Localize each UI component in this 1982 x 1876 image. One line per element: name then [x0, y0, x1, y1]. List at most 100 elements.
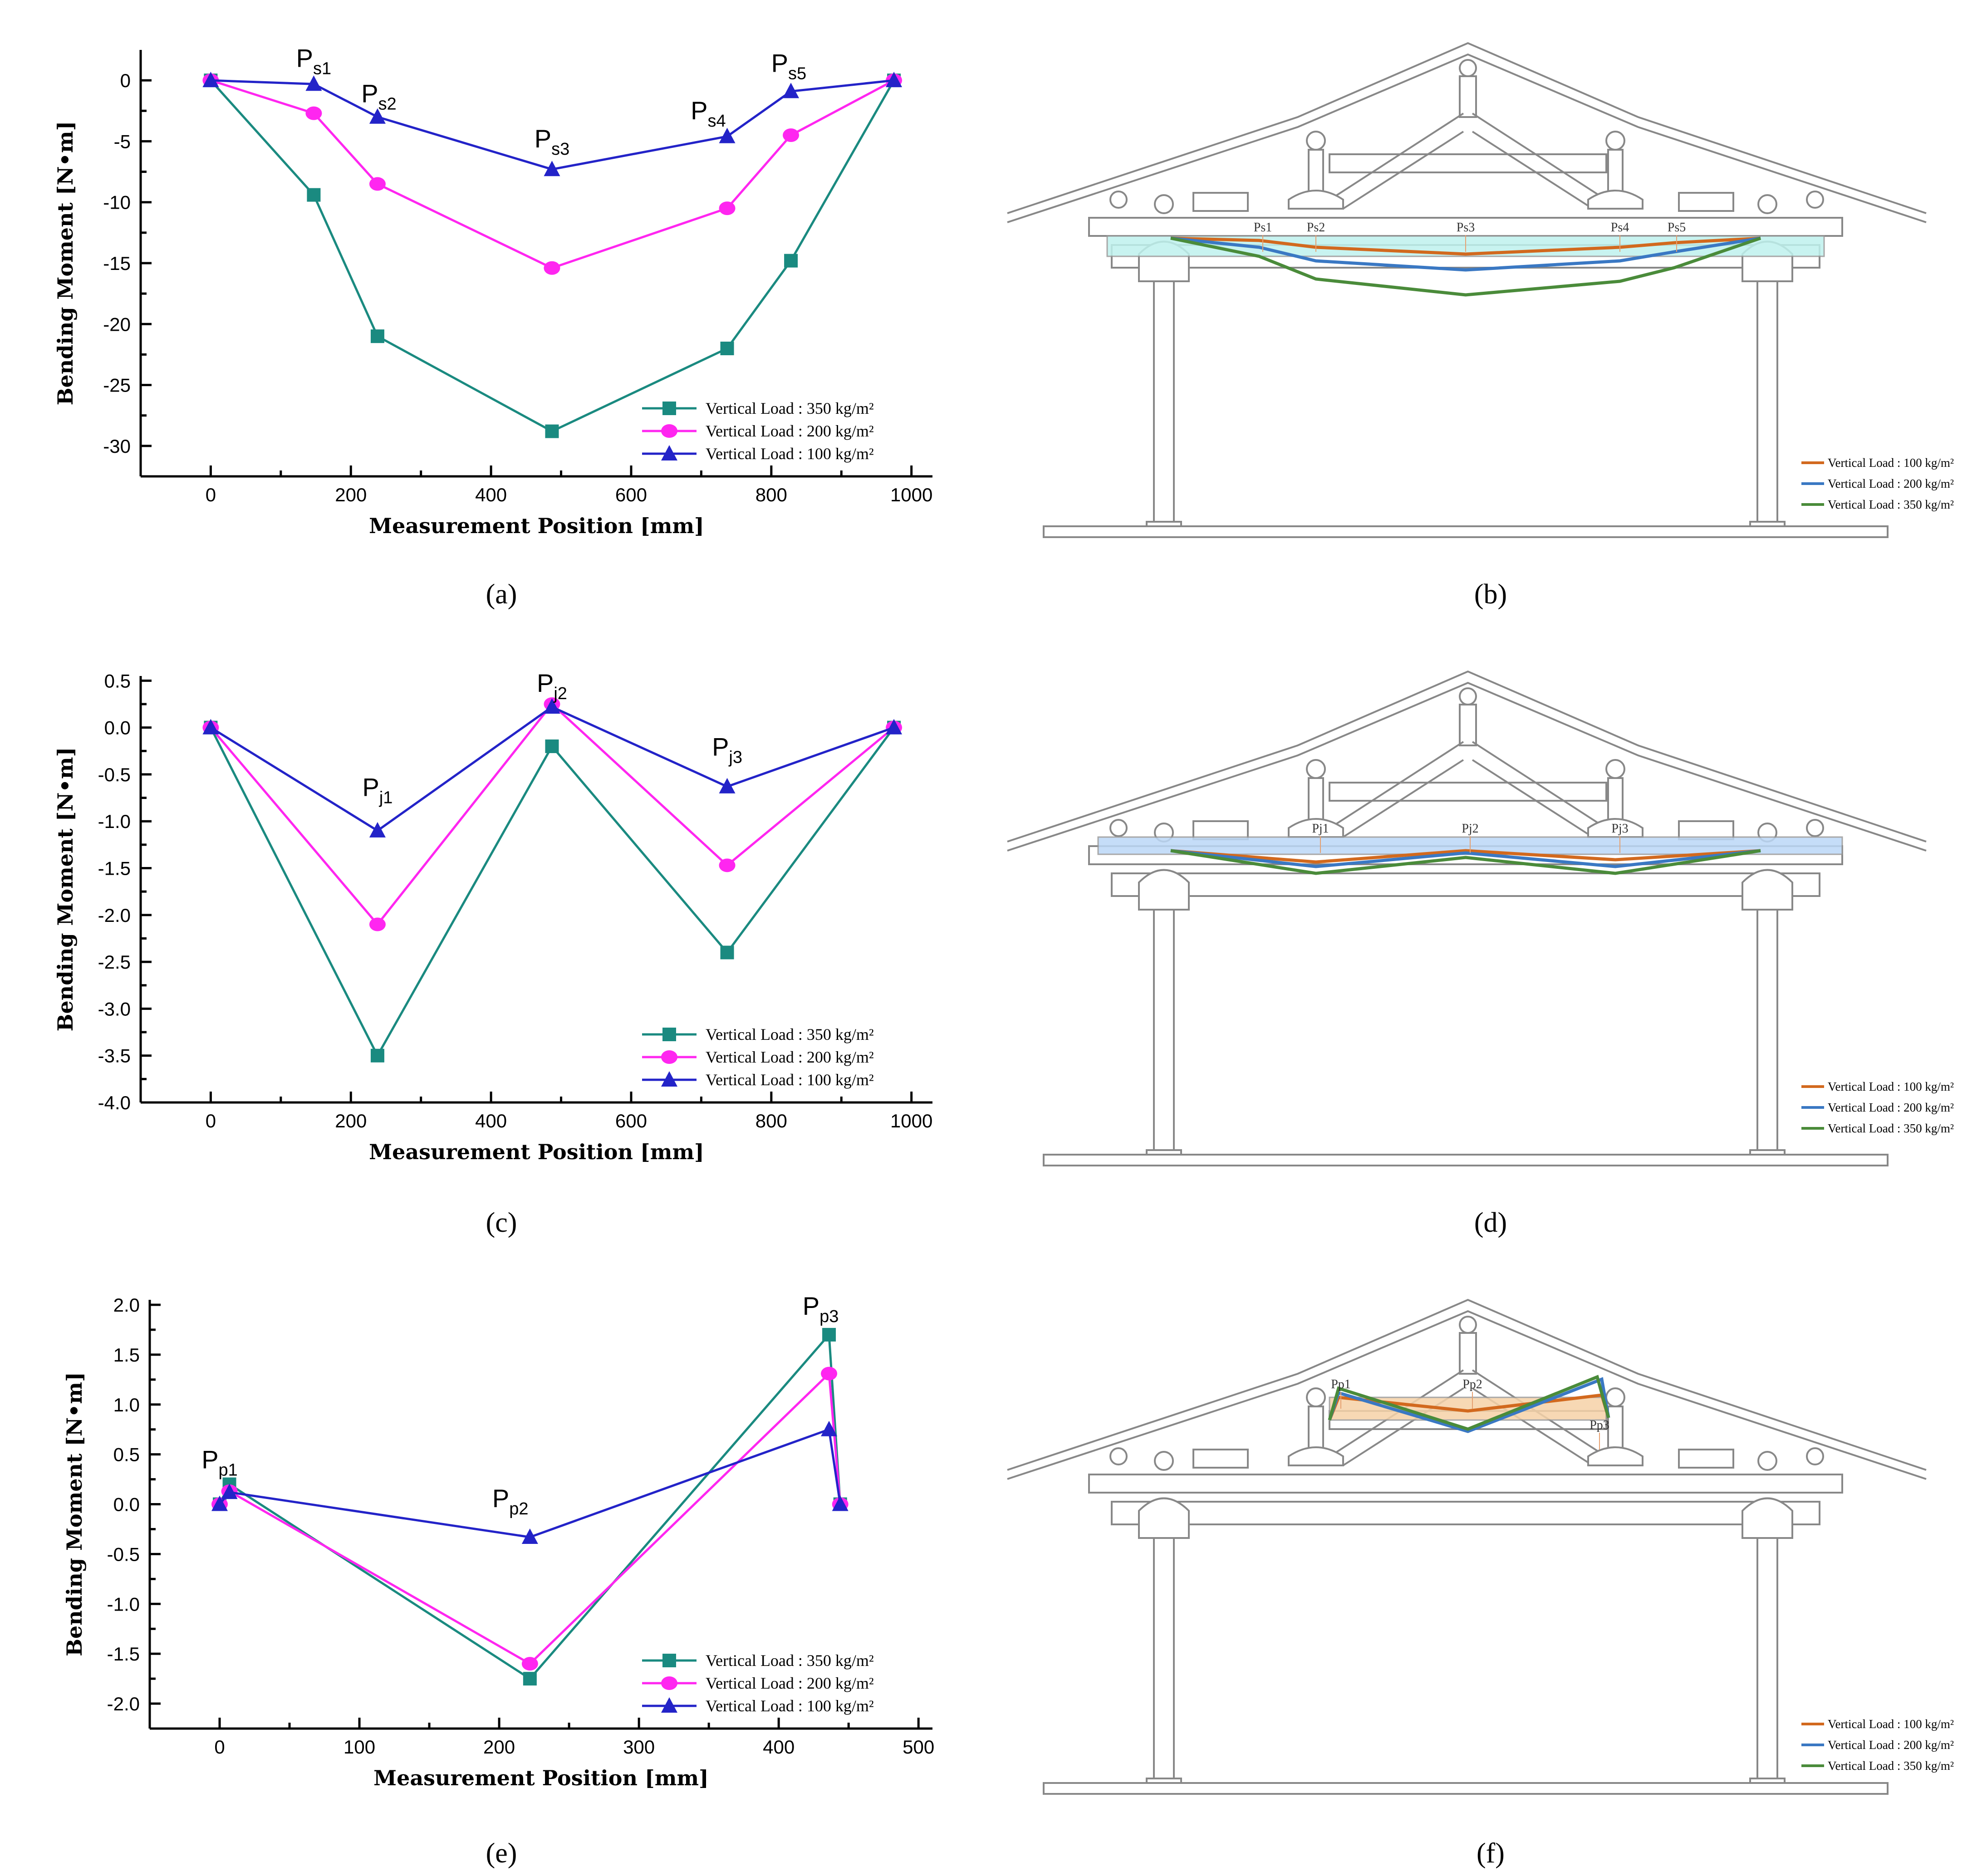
floor-slab: [1043, 525, 1889, 538]
strut: [1315, 113, 1464, 210]
deflection-curve-d200: [1170, 236, 1761, 272]
data-point-s200: [305, 106, 322, 120]
x-tick-label: 300: [623, 1736, 655, 1758]
end-knob: [1109, 191, 1128, 209]
series-line-s350: [210, 727, 895, 1058]
point-label: Ps3: [535, 124, 570, 159]
diagram-legend-label-d200: Vertical Load : 200 kg/m²: [1828, 1101, 1954, 1114]
point-label-main: P: [535, 124, 551, 153]
data-point-s100: [202, 72, 219, 88]
data-point-s100: [369, 108, 386, 124]
floor-slab: [1043, 1154, 1889, 1166]
point-label-sub: j1: [379, 788, 393, 807]
data-point-s350: [784, 254, 798, 268]
measurement-point-label: Ps5: [1668, 220, 1686, 235]
x-tick-label: 200: [335, 484, 367, 505]
roof-outline: [1007, 681, 1927, 852]
strut: [1472, 759, 1594, 838]
x-tick-label: 0: [206, 484, 216, 505]
diagram-legend-label-d100: Vertical Load : 100 kg/m²: [1828, 1717, 1954, 1731]
data-point-s200: [369, 917, 386, 931]
series-line-s100: [219, 1428, 842, 1538]
y-tick-label: 1.5: [113, 1344, 140, 1366]
x-tick-label: 200: [335, 1110, 367, 1131]
queen-post-bracket: [1288, 1446, 1344, 1466]
measurement-point-label: Pj3: [1611, 822, 1628, 836]
deflection-curve-d350: [1328, 1375, 1610, 1431]
data-point-s200: [544, 261, 560, 275]
column-capital: [1742, 1497, 1793, 1539]
data-point-s100: [369, 822, 386, 838]
legend-label-s100: Vertical Load : 100 kg/m²: [706, 445, 874, 463]
queen-post-bracket: [1587, 1446, 1643, 1466]
y-tick-label: -3.0: [98, 998, 131, 1019]
x-tick-label: 0: [206, 1110, 216, 1131]
deflection-curve-d350: [1170, 849, 1761, 875]
y-tick-label: -20: [103, 313, 131, 335]
diagram-legend-label-d350: Vertical Load : 350 kg/m²: [1828, 498, 1954, 511]
ridge-post: [1459, 1332, 1477, 1375]
legend-label-s200: Vertical Load : 200 kg/m²: [706, 422, 874, 440]
legend-marker-s100: [661, 1697, 677, 1713]
caption-b: (b): [1474, 579, 1507, 610]
bracket-block: [1192, 1449, 1249, 1469]
roof-diagram-d: Pj1 Pj2 Pj3 Vertical Load : 100 kg/m² Vertic…: [1007, 670, 1954, 1166]
data-point-s200: [719, 201, 736, 216]
roof-outline: [1007, 1310, 1927, 1480]
data-point-s350: [370, 1048, 384, 1063]
y-tick-label: -15: [103, 253, 131, 274]
y-tick-label: -10: [103, 192, 131, 213]
point-label-main: P: [492, 1484, 509, 1513]
y-tick-label: 0.5: [113, 1444, 140, 1465]
queen-post-knob: [1306, 1387, 1326, 1407]
point-label: Pj3: [712, 733, 742, 767]
y-tick-label: -0.5: [107, 1543, 140, 1565]
column: [1756, 1537, 1778, 1784]
legend-label-s200: Vertical Load : 200 kg/m²: [706, 1048, 874, 1066]
x-tick-label: 1000: [890, 1110, 932, 1131]
measurement-point-label: Ps2: [1307, 220, 1325, 235]
measurement-point-label: Pj2: [1462, 822, 1478, 836]
y-axis-label: Bending Moment [N•m]: [62, 1372, 87, 1656]
diagram-legend-label-d350: Vertical Load : 350 kg/m²: [1828, 1759, 1954, 1773]
data-point-s100: [305, 75, 322, 91]
data-point-s100: [544, 161, 560, 176]
point-label: Ps2: [361, 79, 397, 113]
upper-beam: [1329, 782, 1607, 802]
diagram-legend-label-d350: Vertical Load : 350 kg/m²: [1828, 1122, 1954, 1135]
y-tick-label: -4.0: [98, 1092, 131, 1113]
y-tick-label: -30: [103, 436, 131, 457]
diagram-legend-label-d200: Vertical Load : 200 kg/m²: [1828, 1738, 1954, 1752]
y-axis-label: Bending Moment [N•m]: [53, 121, 78, 406]
queen-post-knob: [1306, 131, 1326, 151]
roof-outline: [1007, 53, 1927, 223]
chart-a: 0 200 400 600 800 1000 0 -5 -10 -15 -20 -25 -30 Measu…: [53, 44, 932, 538]
queen-post-bracket: [1587, 818, 1643, 838]
legend-marker-s200: [661, 1050, 677, 1064]
point-label-sub: p1: [219, 1460, 238, 1479]
roof-outline-upper: [1007, 42, 1927, 214]
column-knob: [1757, 194, 1777, 214]
ridge-finial: [1459, 687, 1477, 705]
x-tick-label: 100: [343, 1736, 375, 1758]
series-line-s200: [219, 1371, 842, 1665]
point-label-sub: s4: [707, 112, 726, 131]
point-label-sub: p3: [819, 1307, 839, 1326]
column: [1153, 1537, 1175, 1784]
y-tick-label: -1.5: [98, 858, 131, 879]
ridge-finial: [1459, 1316, 1477, 1334]
strut: [1472, 113, 1621, 210]
queen-post-knob: [1605, 1387, 1625, 1407]
column-capital: [1138, 1497, 1190, 1539]
y-tick-label: -3.5: [98, 1045, 131, 1067]
ridge-post: [1459, 75, 1477, 118]
roof-outline-upper: [1007, 1298, 1927, 1471]
y-tick-label: 2.0: [113, 1294, 140, 1316]
bracket-block: [1678, 1449, 1734, 1469]
data-point-s100: [886, 719, 903, 735]
queen-post-bracket: [1288, 190, 1344, 210]
data-point-s100: [821, 1420, 838, 1436]
end-knob: [1109, 1447, 1128, 1465]
measurement-point-label: Ps3: [1457, 220, 1475, 235]
x-tick-label: 800: [756, 1110, 787, 1131]
